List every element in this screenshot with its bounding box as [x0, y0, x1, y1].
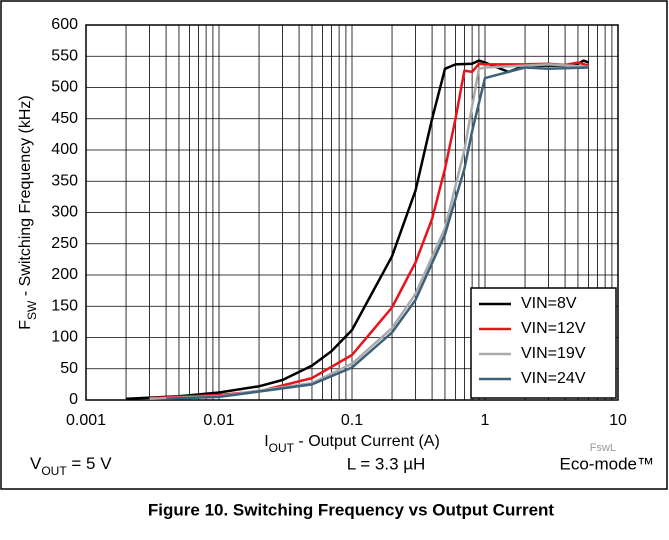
x-axis-label-part: - Output Current (A)	[294, 433, 440, 450]
y-axis-label-part: - Switching Frequency (kHz)	[17, 95, 34, 300]
y-tick-label: 350	[51, 172, 78, 189]
vout-note-part: OUT	[41, 464, 67, 478]
y-axis-label-part: F	[17, 320, 34, 330]
x-tick-label: 10	[609, 412, 627, 429]
mode-note: Eco-mode™	[560, 454, 654, 473]
y-tick-label: 150	[51, 297, 78, 314]
legend-label: VIN=19V	[521, 345, 586, 362]
legend-label: VIN=8V	[521, 295, 577, 312]
series-line	[166, 66, 589, 401]
inductor-note: L = 3.3 µH	[347, 454, 426, 473]
legend-box	[470, 287, 617, 399]
vout-note: VOUT = 5 V	[30, 454, 112, 478]
x-tick-label: 0.01	[203, 412, 234, 429]
y-tick-label: 0	[69, 391, 78, 408]
y-tick-label: 400	[51, 141, 78, 158]
series-line	[149, 63, 589, 401]
x-axis-label-part: OUT	[269, 441, 295, 455]
x-tick-label: 0.1	[341, 412, 363, 429]
y-axis-label: FSW - Switching Frequency (kHz)	[17, 95, 39, 330]
y-tick-label: 50	[60, 360, 78, 377]
frame	[0, 0, 668, 490]
x-tick-label: 1	[481, 412, 490, 429]
legend-label: VIN=12V	[521, 320, 586, 337]
vout-note-part: = 5 V	[67, 454, 113, 473]
y-axis-label-part: SW	[25, 300, 39, 320]
x-axis-label: IOUT - Output Current (A)	[264, 433, 440, 455]
x-axis-label-part: I	[264, 433, 268, 450]
y-tick-label: 300	[51, 204, 78, 221]
y-tick-label: 100	[51, 329, 78, 346]
plot-border	[85, 24, 619, 401]
y-tick-label: 500	[51, 79, 78, 96]
y-tick-label: 450	[51, 110, 78, 127]
y-tick-label: 250	[51, 235, 78, 252]
legend-label: VIN=24V	[521, 370, 586, 387]
y-tick-label: 600	[51, 16, 78, 33]
caption: Figure 10. Switching Frequency vs Output…	[148, 500, 555, 519]
vout-note-part: V	[30, 454, 42, 473]
y-tick-label: 550	[51, 47, 78, 64]
figure-id: FswL	[590, 442, 616, 454]
x-tick-label: 0.001	[66, 412, 106, 429]
y-tick-label: 200	[51, 266, 78, 283]
